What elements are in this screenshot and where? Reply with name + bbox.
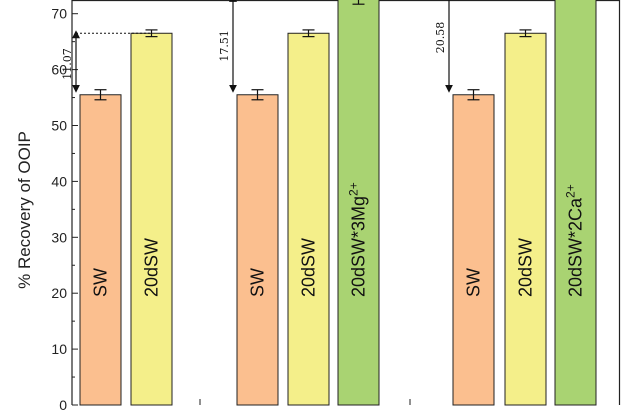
difference-label: 17.51 (218, 30, 231, 62)
y-tick-label: 0 (59, 397, 67, 413)
bar-label: 20dSW (142, 238, 162, 297)
bar-label: 20dSW (516, 238, 536, 297)
y-tick-label: 50 (51, 118, 67, 134)
bar-label-text: 20dSW (142, 238, 162, 297)
y-tick-label: 40 (51, 173, 67, 189)
bar-label: SW (248, 268, 268, 297)
y-axis-title: % Recovery of OOIP (15, 131, 34, 289)
difference-label: 20.58 (434, 22, 447, 54)
plot-area: 01020304050607080SW20dSW11.07SW20dSW20dS… (51, 0, 621, 413)
bar-label: 20dSW (299, 238, 319, 297)
bar (79, 94, 122, 406)
y-tick-label: 70 (51, 6, 67, 22)
bar-label-text: SW (91, 268, 111, 297)
bar-label-superscript: 2+ (564, 184, 578, 198)
bar-label-text: 20dSW*2Ca (566, 197, 586, 297)
y-tick-label: 10 (51, 341, 67, 357)
bar-label-text: SW (248, 268, 268, 297)
bar-label: SW (91, 268, 111, 297)
bar (452, 94, 495, 406)
bar-label-text: 20dSW (299, 238, 319, 297)
bar-label: 20dSW*2Ca2+ (564, 184, 586, 297)
bar-label-text: 20dSW*3Mg (349, 196, 369, 297)
bar (554, 0, 597, 406)
bar (287, 32, 330, 406)
bar (130, 32, 173, 406)
y-tick-label: 60 (51, 62, 67, 78)
y-tick-label: 20 (51, 285, 67, 301)
bar-label-text: 20dSW (516, 238, 536, 297)
bar (236, 94, 279, 406)
bar (337, 0, 380, 406)
bar-label: SW (464, 268, 484, 297)
bar-label-superscript: 2+ (347, 182, 361, 196)
difference-label: 11.07 (61, 48, 74, 80)
y-tick-label: 30 (51, 229, 67, 245)
bar (504, 32, 547, 406)
bar-label: 20dSW*3Mg2+ (347, 182, 369, 297)
bar-label-text: SW (464, 268, 484, 297)
